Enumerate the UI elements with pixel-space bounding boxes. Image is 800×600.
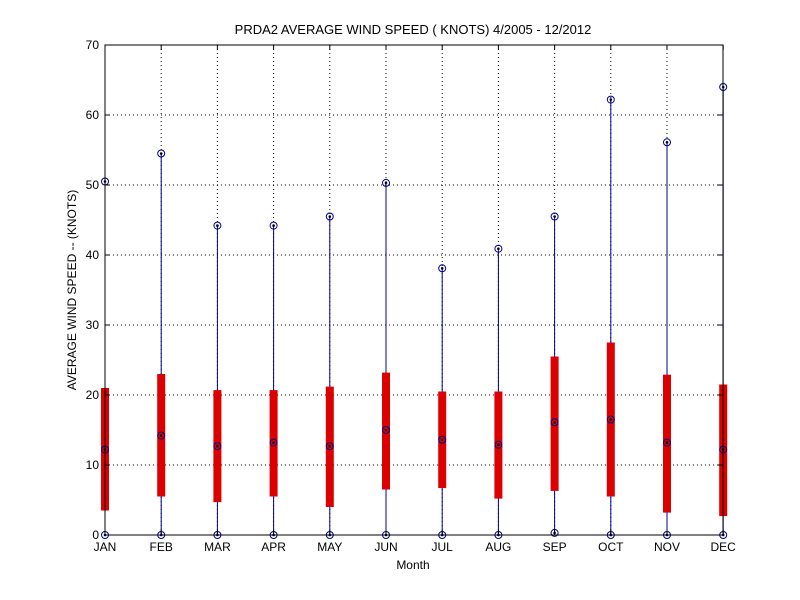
median-marker xyxy=(438,435,447,444)
median-marker xyxy=(269,438,278,447)
grid xyxy=(105,45,723,535)
median-marker-dot xyxy=(497,443,500,447)
x-tick-label: SEP xyxy=(543,540,567,554)
median-marker xyxy=(606,415,615,424)
x-tick-label: MAY xyxy=(317,540,342,554)
y-tick-label: 30 xyxy=(86,318,100,332)
max-marker-dot xyxy=(384,181,388,185)
x-tick-label: JUL xyxy=(432,540,454,554)
median-marker xyxy=(325,442,334,451)
chart-title: PRDA2 AVERAGE WIND SPEED ( KNOTS) 4/2005… xyxy=(235,22,592,37)
plot-area-frame xyxy=(104,44,724,536)
y-tick-label: 70 xyxy=(86,38,100,52)
max-marker-dot xyxy=(216,224,219,227)
x-tick-label: FEB xyxy=(150,540,173,554)
y-tick-label: 0 xyxy=(92,528,99,542)
x-tick-label: AUG xyxy=(485,540,511,554)
max-marker-dot xyxy=(272,224,275,227)
median-marker-dot xyxy=(216,444,219,448)
max-marker xyxy=(269,221,278,230)
median-marker xyxy=(382,426,390,434)
max-marker xyxy=(438,264,447,273)
y-axis-ticks: 0 10 20 30 40 50 60 70 xyxy=(86,38,723,542)
x-tick-label: JUN xyxy=(374,540,397,554)
max-marker-dot xyxy=(440,267,444,270)
max-marker xyxy=(325,212,334,221)
median-marker-dot xyxy=(328,444,332,448)
max-marker xyxy=(550,212,559,221)
y-tick-label: 50 xyxy=(86,178,100,192)
max-marker-dot xyxy=(609,98,613,101)
median-marker-dot xyxy=(272,441,275,444)
max-marker-dot xyxy=(665,141,669,144)
median-marker-dot xyxy=(553,421,556,424)
y-axis-label: AVERAGE WIND SPEED -- (KNOTS) xyxy=(65,190,79,390)
x-tick-label: MAR xyxy=(204,540,231,554)
max-marker xyxy=(157,149,166,158)
median-marker xyxy=(494,440,503,449)
y-tick-label: 20 xyxy=(86,388,100,402)
x-tick-label: JAN xyxy=(94,540,117,554)
y-tick-label: 10 xyxy=(86,458,100,472)
median-marker-dot xyxy=(384,428,388,432)
iqr-box xyxy=(550,356,559,491)
x-axis-label: Month xyxy=(396,558,429,572)
median-marker xyxy=(663,438,671,447)
x-tick-label: DEC xyxy=(711,540,737,554)
y-tick-label: 60 xyxy=(86,108,100,122)
median-marker-dot xyxy=(159,434,163,437)
median-marker-dot xyxy=(609,418,613,421)
x-axis-ticks: JAN FEB MAR APR MAY JUN JUL AUG SEP OCT NOV DEC xyxy=(94,45,737,554)
max-marker xyxy=(494,244,503,253)
x-tick-label: NOV xyxy=(654,540,680,554)
median-marker-dot xyxy=(440,438,444,442)
max-marker xyxy=(213,221,222,230)
max-marker xyxy=(606,95,615,104)
median-marker-dot xyxy=(665,441,669,444)
median-marker xyxy=(157,431,166,440)
max-marker-dot xyxy=(159,152,163,155)
max-marker-dot xyxy=(497,247,500,250)
x-tick-label: APR xyxy=(261,540,286,554)
median-marker xyxy=(213,442,222,451)
median-marker xyxy=(550,418,559,427)
max-marker xyxy=(663,138,671,147)
min-marker xyxy=(550,528,559,537)
max-marker-dot xyxy=(328,215,332,218)
boxes xyxy=(101,83,728,539)
x-tick-label: OCT xyxy=(598,540,624,554)
max-marker xyxy=(382,178,390,187)
y-tick-label: 40 xyxy=(86,248,100,262)
max-marker-dot xyxy=(553,215,556,218)
